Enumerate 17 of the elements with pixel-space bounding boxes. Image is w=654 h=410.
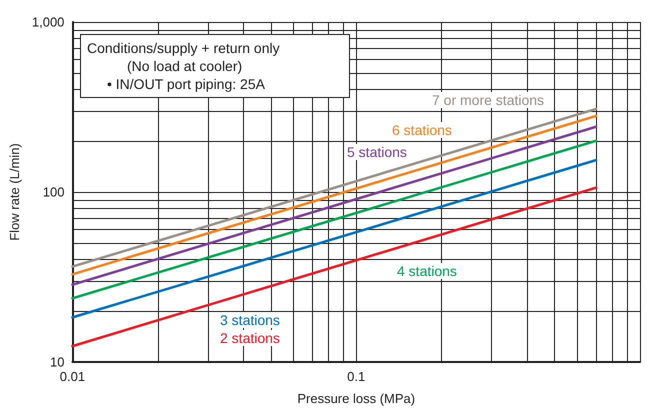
- y-tick-label: 1,000: [32, 14, 64, 30]
- annotation: Conditions/supply + return only: [87, 39, 281, 57]
- x-tick-label: 0.01: [60, 369, 86, 384]
- annotation: • IN/OUT port piping: 25A: [106, 75, 266, 93]
- text: 4 stations: [397, 263, 457, 279]
- note-box: Conditions/supply + return only (No load at cooler) • IN/OUT port piping: 25A: [80, 34, 350, 98]
- x-axis-title: Pressure loss (MPa): [297, 391, 416, 406]
- series-label: 7 or more stations: [432, 92, 544, 108]
- y-tick-label: 10: [50, 354, 64, 370]
- series-label: 6 stations: [392, 122, 452, 138]
- y-tick-label: 100: [42, 184, 64, 200]
- series-label: 2 stations: [220, 330, 280, 346]
- annotation: (No load at cooler): [126, 57, 244, 75]
- y-axis-title: Flow rate (L/min): [7, 143, 22, 241]
- series-label: 5 stations: [347, 144, 407, 160]
- x-tick-label: 0.1: [347, 369, 366, 384]
- text: 3 stations: [220, 312, 280, 328]
